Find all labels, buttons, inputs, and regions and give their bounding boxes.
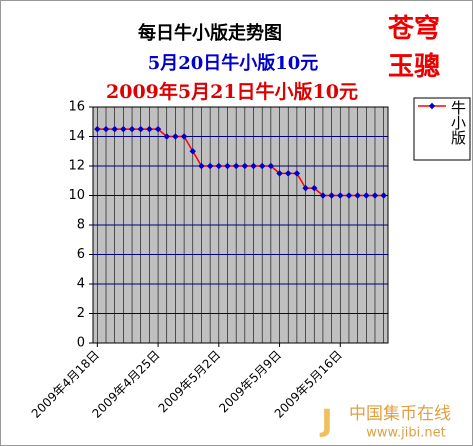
stamp: 苍穹 [387, 13, 440, 44]
point [285, 170, 292, 177]
point [293, 170, 301, 177]
series-line [97, 128, 384, 197]
stamp: 玉骢 [388, 51, 440, 82]
point [302, 184, 309, 192]
y-tick-label: 10 [68, 188, 85, 203]
point [311, 184, 318, 192]
point [215, 162, 223, 170]
point [354, 192, 361, 199]
y-tick-label: 4 [77, 277, 85, 292]
chart-title: 每日牛小版走势图 [138, 22, 282, 44]
y-tick-label: 2 [77, 306, 85, 321]
watermark: 中国集币在线 [349, 404, 451, 424]
point [258, 162, 266, 170]
plot-border [92, 106, 389, 344]
point [120, 125, 127, 133]
point [232, 162, 240, 170]
point [198, 162, 205, 170]
y-tick-label: 8 [77, 218, 85, 233]
watermark-logo: J [319, 404, 332, 439]
point [163, 133, 170, 140]
y-tick-label: 14 [68, 129, 85, 144]
chart-subtitle: 5月20日牛小版10元 [148, 52, 319, 74]
point [250, 162, 257, 170]
point [380, 192, 387, 199]
legend: 牛小版 [413, 97, 471, 161]
y-tick-label: 6 [77, 247, 85, 262]
point [363, 192, 370, 199]
y-tick-label: 0 [77, 336, 85, 351]
y-tick-label: 16 [68, 100, 85, 115]
point [146, 125, 153, 133]
point [206, 162, 214, 170]
point [94, 125, 101, 133]
point [328, 192, 335, 199]
point [189, 148, 196, 155]
legend-box [413, 97, 471, 161]
point [241, 162, 249, 170]
point [345, 192, 353, 199]
point [172, 133, 179, 140]
point [224, 162, 231, 170]
annotation: 2009年5月21日牛小版10元 [106, 80, 358, 103]
point [128, 125, 136, 133]
legend-label: 牛小版 [449, 100, 467, 146]
point [371, 192, 379, 199]
point [137, 125, 144, 133]
point [276, 170, 283, 177]
point [102, 125, 110, 133]
point [319, 192, 327, 199]
watermark: www.jibi.net [366, 426, 445, 441]
point [154, 125, 162, 133]
y-tick-label: 12 [68, 159, 85, 174]
point [180, 133, 188, 140]
legend-marker [428, 102, 436, 110]
point [337, 192, 344, 199]
point [267, 162, 275, 170]
point [111, 125, 118, 133]
